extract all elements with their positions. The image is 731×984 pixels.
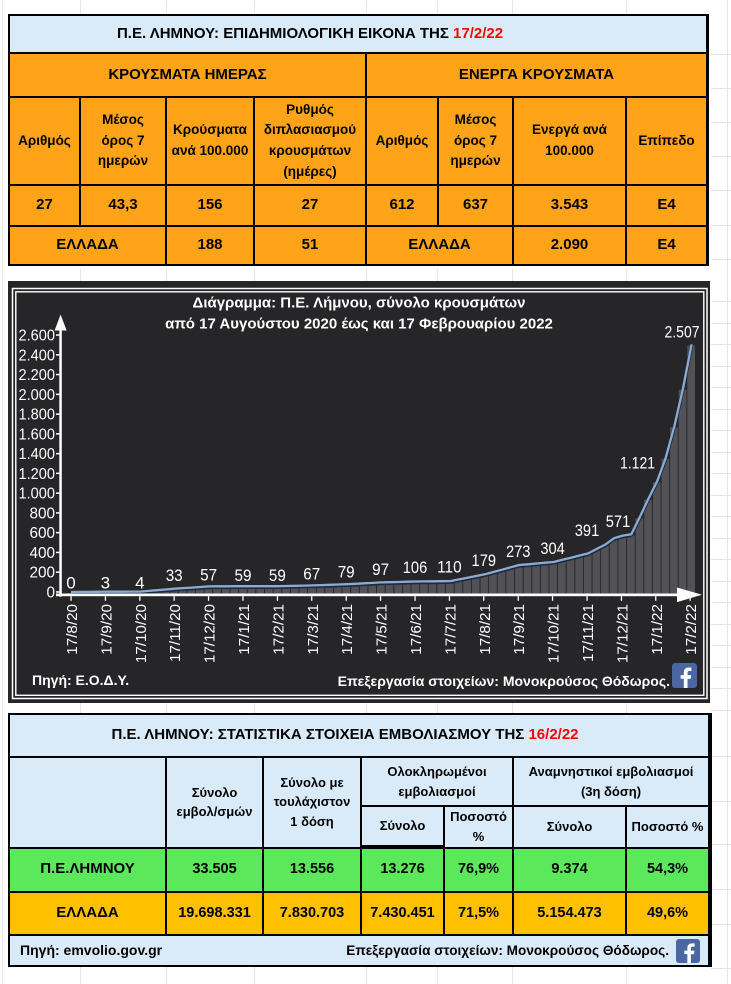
svg-text:0: 0 (46, 585, 55, 602)
svg-text:1.200: 1.200 (19, 466, 56, 483)
svg-text:2.507: 2.507 (665, 323, 700, 342)
svg-text:391: 391 (575, 521, 600, 540)
svg-text:800: 800 (29, 506, 55, 523)
svg-text:17/6/21: 17/6/21 (408, 604, 425, 655)
svg-text:17/2/21: 17/2/21 (270, 604, 287, 655)
svg-text:0: 0 (66, 574, 75, 593)
svg-text:600: 600 (29, 525, 55, 542)
svg-text:17/1/21: 17/1/21 (236, 604, 253, 655)
svg-text:2.200: 2.200 (19, 367, 56, 384)
svg-text:110: 110 (437, 558, 462, 577)
svg-text:Πηγή: Ε.Ο.Δ.Υ.: Πηγή: Ε.Ο.Δ.Υ. (32, 672, 129, 688)
svg-text:200: 200 (29, 565, 55, 582)
svg-text:17/9/20: 17/9/20 (98, 604, 115, 655)
svg-text:1.600: 1.600 (19, 426, 56, 443)
svg-text:1.400: 1.400 (19, 446, 56, 463)
svg-text:33: 33 (166, 566, 183, 585)
svg-text:1.121: 1.121 (620, 454, 655, 473)
svg-text:2.000: 2.000 (19, 387, 56, 404)
svg-text:17/11/20: 17/11/20 (167, 604, 184, 662)
svg-text:από 17 Αυγούστου 2020 έως και: από 17 Αυγούστου 2020 έως και 17 Φεβρουα… (165, 316, 553, 333)
svg-text:Διάγραμμα: Π.Ε. Λήμνου, σύνολ: Διάγραμμα: Π.Ε. Λήμνου, σύνολο κρουσμάτω… (193, 295, 526, 312)
svg-text:2.400: 2.400 (19, 347, 56, 364)
svg-text:Επεξεργασία στοιχείων: Μονοκρ: Επεξεργασία στοιχείων: Μονοκρούσος Θόδωρ… (338, 673, 670, 689)
svg-text:59: 59 (269, 566, 286, 585)
svg-text:17/4/21: 17/4/21 (339, 604, 356, 655)
svg-text:67: 67 (303, 565, 320, 584)
svg-text:57: 57 (200, 566, 217, 585)
svg-text:2.600: 2.600 (19, 328, 56, 345)
svg-text:17/2/22: 17/2/22 (683, 604, 700, 655)
svg-text:17/8/21: 17/8/21 (477, 604, 494, 655)
svg-text:17/1/22: 17/1/22 (649, 604, 666, 655)
svg-text:106: 106 (403, 558, 428, 577)
svg-text:17/12/20: 17/12/20 (202, 604, 219, 663)
svg-text:17/5/21: 17/5/21 (374, 604, 391, 655)
svg-text:3: 3 (101, 574, 110, 593)
svg-text:17/10/21: 17/10/21 (546, 604, 563, 663)
svg-text:1.800: 1.800 (19, 407, 56, 424)
svg-text:17/8/20: 17/8/20 (64, 604, 81, 655)
svg-text:4: 4 (135, 574, 144, 593)
svg-text:59: 59 (235, 566, 252, 585)
svg-text:571: 571 (606, 512, 631, 531)
svg-text:179: 179 (472, 551, 497, 570)
svg-text:17/12/21: 17/12/21 (614, 604, 631, 663)
svg-text:17/9/21: 17/9/21 (511, 604, 528, 655)
svg-text:79: 79 (338, 563, 355, 582)
svg-text:97: 97 (372, 560, 389, 579)
svg-text:17/11/21: 17/11/21 (580, 604, 597, 662)
svg-text:17/10/20: 17/10/20 (133, 604, 150, 663)
svg-text:17/7/21: 17/7/21 (442, 604, 459, 655)
svg-text:17/3/21: 17/3/21 (305, 604, 322, 655)
svg-text:273: 273 (506, 542, 531, 561)
svg-text:304: 304 (540, 539, 565, 558)
svg-text:400: 400 (29, 545, 55, 562)
svg-text:1.000: 1.000 (19, 486, 56, 503)
